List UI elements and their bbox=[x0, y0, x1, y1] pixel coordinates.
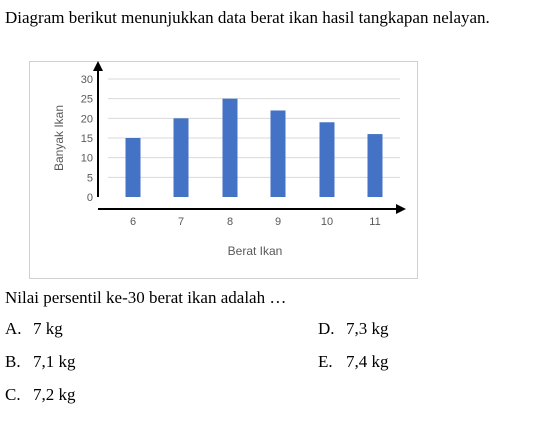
x-tick-label: 8 bbox=[227, 216, 233, 228]
x-tick-label: 7 bbox=[178, 216, 184, 228]
y-tick-label: 15 bbox=[81, 133, 93, 145]
option-e[interactable]: E. 7,4 kg bbox=[318, 352, 389, 372]
option-text: 7,1 kg bbox=[33, 352, 76, 371]
y-axis-arrow bbox=[93, 61, 103, 71]
bar-7 bbox=[173, 118, 189, 197]
y-tick-label: 0 bbox=[87, 192, 93, 204]
y-tick-label: 30 bbox=[81, 74, 93, 86]
y-tick-label: 10 bbox=[81, 153, 93, 165]
option-letter: B. bbox=[5, 352, 21, 371]
y-axis-label: Banyak Ikan bbox=[52, 105, 66, 171]
bar-6 bbox=[125, 138, 141, 197]
option-text: 7 kg bbox=[33, 319, 63, 338]
bar-10 bbox=[319, 122, 335, 197]
option-b[interactable]: B. 7,1 kg bbox=[5, 352, 76, 372]
option-letter: A. bbox=[5, 319, 22, 338]
x-tick-label: 11 bbox=[369, 216, 380, 228]
option-text: 7,3 kg bbox=[346, 319, 389, 338]
bar-8 bbox=[222, 98, 238, 197]
x-tick-label: 9 bbox=[275, 216, 281, 228]
option-d[interactable]: D. 7,3 kg bbox=[318, 319, 389, 339]
option-letter: D. bbox=[318, 319, 335, 338]
option-a[interactable]: A. 7 kg bbox=[5, 319, 63, 339]
x-tick-label: 10 bbox=[321, 216, 333, 228]
x-tick-label: 6 bbox=[130, 216, 136, 228]
y-tick-label: 25 bbox=[81, 94, 93, 106]
option-text: 7,4 kg bbox=[346, 352, 389, 371]
option-letter: C. bbox=[5, 385, 21, 404]
y-tick-label: 5 bbox=[87, 172, 93, 184]
y-tick-label: 20 bbox=[81, 113, 93, 125]
option-letter: E. bbox=[318, 352, 333, 371]
bar-11 bbox=[367, 134, 383, 197]
option-text: 7,2 kg bbox=[33, 385, 76, 404]
question-text: Diagram berikut menunjukkan data berat i… bbox=[5, 8, 490, 27]
x-axis-label: Berat Ikan bbox=[228, 244, 283, 258]
x-axis-arrow bbox=[396, 204, 406, 214]
bar-9 bbox=[270, 110, 286, 197]
option-c[interactable]: C. 7,2 kg bbox=[5, 385, 76, 405]
question-prompt: Nilai persentil ke-30 berat ikan adalah … bbox=[5, 288, 287, 307]
